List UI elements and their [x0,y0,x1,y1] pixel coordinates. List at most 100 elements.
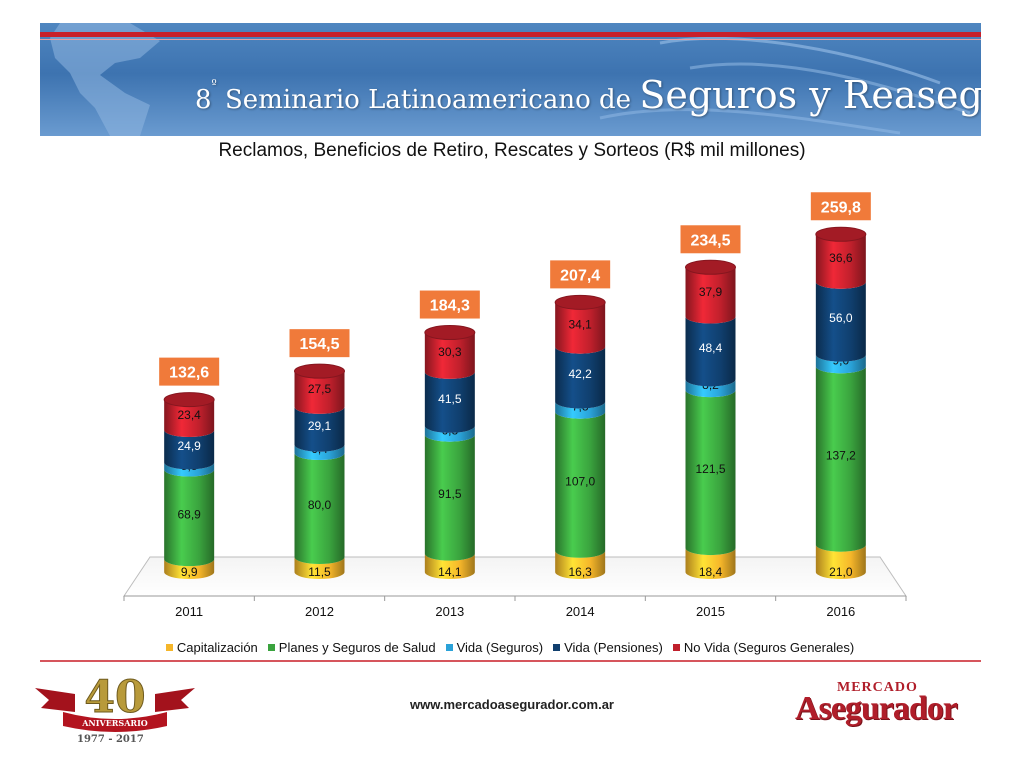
bar-segment-no-vida-2015 [685,267,736,324]
data-label-capitalizacion-2015: 18,4 [699,565,723,579]
bar-segment-vida-pensiones-2015 [685,316,736,387]
data-label-capitalizacion-2011: 9,9 [181,565,198,579]
total-box-2012 [289,329,350,358]
bar-segment-no-vida-2013 [424,332,475,379]
data-label-planes-2014: 107,0 [565,474,595,488]
bar-cap-2012 [294,363,345,379]
bar-cap-2013 [424,325,476,341]
data-label-planes-2011: 68,9 [177,507,201,521]
bar-segment-capitalizacion-2014 [555,550,606,579]
bar-segment-planes-2016 [815,366,866,552]
total-box-2016 [810,192,871,221]
data-label-planes-2012: 80,0 [308,498,332,512]
anniversary-number: 40 [84,672,145,723]
mercado-asegurador-logo: MERCADO Asegurador [795,680,985,728]
bar-cap-2014 [554,294,606,310]
data-label-no-vida-2014: 34,1 [568,318,592,332]
x-tick-label-2012: 2012 [305,604,334,619]
legend-item-planes: Planes y Seguros de Salud [267,640,436,655]
data-label-capitalizacion-2014: 16,3 [568,565,592,579]
data-label-capitalizacion-2013: 14,1 [438,565,462,579]
stacked-bar-chart: 9,968,95,524,923,4132,6201111,580,06,429… [123,192,907,619]
legend-swatch-vida-seguros [445,644,453,651]
legend-label-planes: Planes y Seguros de Salud [278,640,436,655]
legend-label-capitalizacion: Capitalización [176,640,258,655]
bar-segment-vida-seguros-2015 [685,379,736,398]
bar-segment-no-vida-2014 [555,302,606,354]
legend-swatch-planes [267,644,275,651]
bar-cap-2015 [685,259,736,275]
legend-item-capitalizacion: Capitalización [165,640,258,655]
bar-segment-vida-seguros-2011 [164,462,215,477]
legend-item-vida-pensiones: Vida (Pensiones) [553,640,663,655]
x-tick-label-2011: 2011 [175,604,203,619]
total-box-2015 [680,225,741,254]
bar-segment-planes-2015 [685,390,736,556]
data-label-vida-pensiones-2013: 41,5 [438,392,462,406]
bar-segment-capitalizacion-2011 [164,559,215,579]
banner-title: 8º Seminario Latinoamericano de Seguros … [195,73,981,117]
data-label-no-vida-2013: 30,3 [438,345,462,359]
total-label-2011: 132,6 [169,365,209,382]
anniversary-logo: 40 ANIVERSARIO 1977 - 2017 [35,668,195,748]
data-label-vida-pensiones-2015: 48,4 [699,341,723,355]
bar-segment-vida-pensiones-2011 [164,430,215,470]
x-tick-label-2013: 2013 [435,604,464,619]
bar-cap-2016 [815,226,867,242]
banner-red-stripe-thin [40,39,981,40]
x-tick-label-2014: 2014 [566,604,595,619]
data-label-planes-2013: 91,5 [438,487,462,501]
data-label-no-vida-2016: 36,6 [829,251,853,265]
anniversary-ribbon-text: ANIVERSARIO [81,718,148,728]
banner-red-stripe [40,32,981,37]
total-label-2015: 234,5 [690,232,730,249]
legend-swatch-capitalizacion [165,644,173,651]
total-box-2014 [550,260,611,289]
total-label-2012: 154,5 [299,336,339,353]
bar-segment-no-vida-2016 [815,234,866,289]
data-label-capitalizacion-2012: 11,5 [308,565,331,579]
bar-segment-planes-2012 [294,453,345,565]
bar-segment-vida-seguros-2013 [424,425,475,442]
logo-word-asegurador: Asegurador [795,690,958,727]
legend-label-vida-pensiones: Vida (Pensiones) [564,640,663,655]
x-tick-label-2016: 2016 [826,604,855,619]
anniversary-40-graphic: 40 ANIVERSARIO [35,672,195,732]
bar-segment-vida-seguros-2012 [294,444,345,461]
data-label-planes-2015: 121,5 [695,462,725,476]
total-label-2013: 184,3 [430,298,470,315]
legend-item-no-vida: No Vida (Seguros Generales) [672,640,855,655]
data-label-vida-pensiones-2014: 42,2 [568,367,592,381]
chart-floor [123,556,907,597]
bar-segment-capitalizacion-2016 [815,544,866,579]
bar-segment-vida-pensiones-2013 [424,371,475,433]
total-label-2016: 259,8 [821,199,861,216]
legend-label-no-vida: No Vida (Seguros Generales) [683,640,855,655]
bar-cap-2011 [163,392,215,408]
legend-label-vida-seguros: Vida (Seguros) [456,640,544,655]
x-tick-label-2015: 2015 [696,604,725,619]
data-label-planes-2016: 137,2 [826,449,856,463]
total-label-2014: 207,4 [560,267,600,284]
bar-segment-vida-pensiones-2014 [555,346,606,409]
bar-segment-no-vida-2012 [294,371,345,414]
bar-segment-vida-seguros-2016 [815,354,866,374]
anniversary-years: 1977 - 2017 [77,734,144,745]
bar-segment-capitalizacion-2015 [685,548,736,579]
bar-segment-vida-pensiones-2016 [815,281,866,362]
bar-segment-planes-2014 [555,411,606,558]
total-box-2011 [159,357,220,386]
data-label-vida-pensiones-2016: 56,0 [829,311,853,325]
total-box-2013 [419,290,480,319]
bar-segment-planes-2013 [424,434,475,561]
data-label-vida-pensiones-2012: 29,1 [308,419,332,433]
logo-word-mercado: MERCADO [837,680,918,695]
chart-legend: Capitalización Planes y Seguros de Salud V… [40,640,980,655]
bar-segment-capitalizacion-2013 [424,553,475,579]
data-label-no-vida-2015: 37,9 [699,285,723,299]
